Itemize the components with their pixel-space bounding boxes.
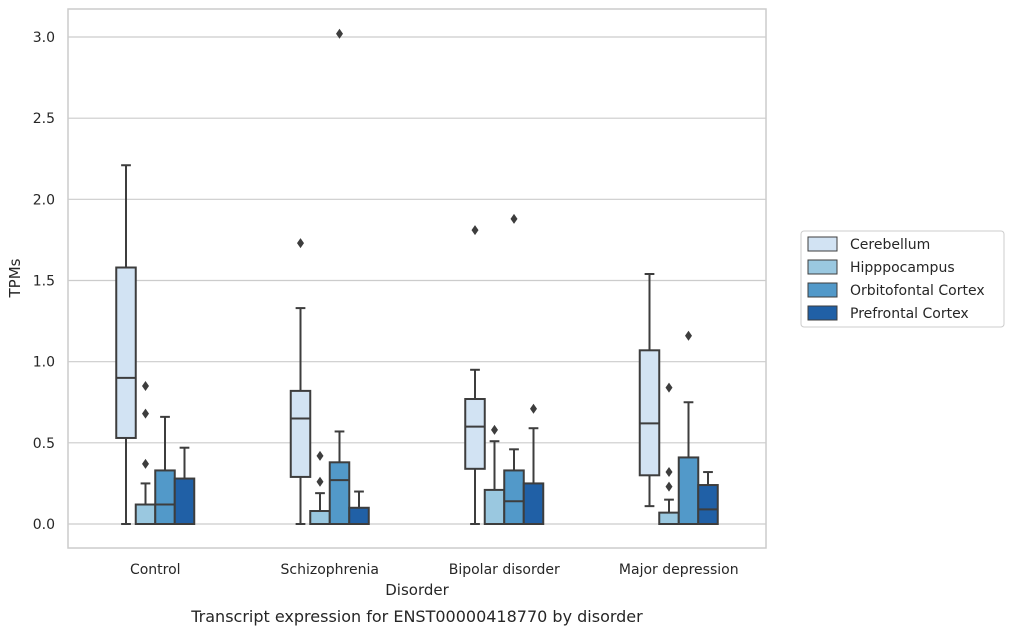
y-tick-label: 0.5: [33, 436, 55, 452]
legend-label: Orbitofontal Cortex: [850, 283, 985, 299]
x-axis-title: Disorder: [385, 581, 449, 599]
box: [483, 488, 506, 526]
outlier-point: [665, 467, 673, 478]
legend-label: Cerebellum: [850, 237, 930, 253]
outlier-point: [142, 381, 149, 392]
box: [289, 389, 312, 478]
plot-frame: [67, 8, 767, 549]
y-axis-title: TPMs: [6, 258, 24, 298]
x-tick-label: Bipolar disorder: [449, 562, 560, 578]
outlier-point: [530, 403, 537, 414]
y-tick-label: 1.5: [33, 274, 55, 290]
box: [697, 484, 719, 526]
legend-swatch: [807, 259, 838, 275]
box-group: [464, 225, 486, 525]
x-tick-label: Major depression: [619, 562, 739, 578]
legend-swatch: [807, 282, 838, 298]
outlier-point: [665, 481, 673, 492]
box: [115, 266, 137, 439]
legend-swatch: [807, 236, 838, 252]
box: [677, 456, 700, 525]
box-group: [503, 213, 525, 525]
legend: Cerebellum Hipppocampus Orbitofontal Corte…: [800, 230, 1005, 328]
box-group: [348, 490, 370, 525]
box: [522, 482, 545, 525]
outlier-point: [685, 330, 692, 341]
gridlines: [68, 36, 766, 525]
box-group: [134, 381, 157, 525]
y-tick-labels: 0.0 0.5 1.0 1.5 2.0 2.5 3.0: [33, 30, 55, 533]
box-group: [658, 382, 680, 525]
legend-frame: [800, 230, 1005, 328]
outlier-point: [471, 225, 479, 236]
outlier-point: [665, 382, 673, 393]
legend-label: Prefrontal Cortex: [850, 306, 969, 322]
box-group: [309, 450, 331, 526]
box-group: [677, 330, 700, 525]
box: [348, 506, 370, 525]
box-group: [638, 273, 661, 508]
outlier-point: [336, 28, 343, 39]
legend-label: Hipppocampus: [850, 260, 955, 276]
box-group: [289, 238, 312, 525]
y-tick-label: 3.0: [33, 30, 55, 46]
box-group: [697, 471, 719, 526]
box: [638, 349, 661, 477]
box-marks: [115, 28, 719, 526]
x-tick-label: Schizophrenia: [281, 562, 379, 578]
legend-items: Cerebellum Hipppocampus Orbitofontal Corte…: [807, 236, 985, 322]
y-tick-label: 1.0: [33, 355, 55, 371]
box: [154, 469, 176, 525]
y-tick-label: 2.5: [33, 111, 55, 127]
box: [328, 461, 351, 525]
box-group: [522, 403, 545, 525]
box: [309, 510, 331, 526]
outlier-point: [142, 458, 149, 469]
outlier-point: [142, 408, 149, 419]
box: [464, 398, 486, 470]
box-group: [328, 28, 351, 525]
box-group: [115, 164, 137, 525]
box-group: [483, 424, 506, 526]
outlier-point: [491, 424, 498, 435]
box: [503, 469, 525, 525]
x-tick-label: Control: [130, 562, 181, 578]
chart-caption: Transcript expression for ENST0000041877…: [190, 607, 643, 626]
outlier-point: [316, 450, 324, 461]
y-tick-label: 2.0: [33, 192, 55, 208]
box: [658, 511, 680, 525]
y-tick-label: 0.0: [33, 517, 55, 533]
box: [134, 503, 157, 525]
outlier-point: [510, 213, 518, 224]
box-group: [173, 446, 196, 525]
box: [173, 477, 196, 525]
outlier-point: [316, 476, 324, 487]
outlier-point: [297, 238, 304, 249]
x-tick-labels: Control Schizophrenia Bipolar disorder Majo…: [130, 562, 739, 578]
legend-swatch: [807, 305, 838, 321]
box-group: [154, 415, 176, 525]
